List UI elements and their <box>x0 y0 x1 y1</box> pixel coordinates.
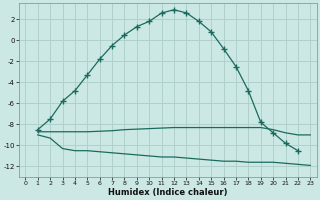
X-axis label: Humidex (Indice chaleur): Humidex (Indice chaleur) <box>108 188 228 197</box>
